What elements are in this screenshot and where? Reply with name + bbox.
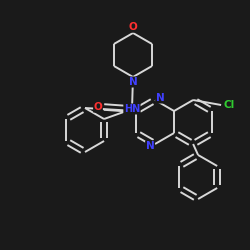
Text: O: O (94, 102, 102, 112)
Text: HN: HN (124, 104, 140, 114)
Text: N: N (146, 141, 154, 151)
Text: N: N (156, 93, 164, 103)
Text: N: N (128, 77, 138, 87)
Text: Cl: Cl (224, 100, 235, 110)
Text: O: O (128, 22, 138, 32)
